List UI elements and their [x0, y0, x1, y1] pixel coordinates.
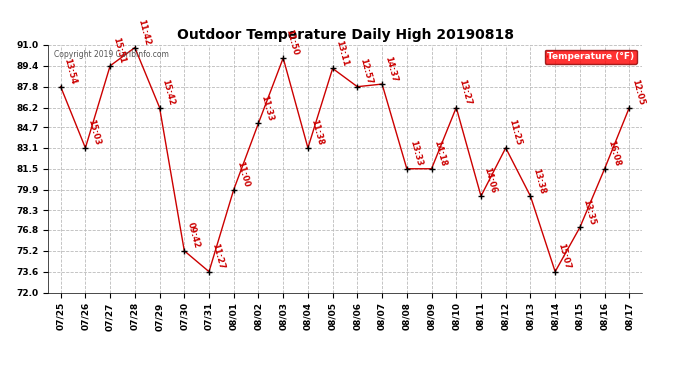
- Text: 09:42: 09:42: [186, 222, 201, 249]
- Text: 13:33: 13:33: [408, 140, 424, 168]
- Text: 16:08: 16:08: [606, 140, 621, 168]
- Text: 11:38: 11:38: [309, 118, 324, 147]
- Text: 13:11: 13:11: [334, 39, 349, 67]
- Text: 12:57: 12:57: [358, 57, 374, 86]
- Text: 13:35: 13:35: [581, 198, 596, 226]
- Text: Copyright 2019 Caribinfo.com: Copyright 2019 Caribinfo.com: [55, 50, 169, 59]
- Text: 11:42: 11:42: [136, 18, 152, 46]
- Text: 11:27: 11:27: [210, 242, 226, 270]
- Text: 13:54: 13:54: [61, 57, 77, 86]
- Text: 15:51: 15:51: [111, 36, 127, 64]
- Text: 15:03: 15:03: [86, 118, 102, 147]
- Text: 11:33: 11:33: [259, 94, 275, 122]
- Legend: Temperature (°F): Temperature (°F): [544, 50, 637, 64]
- Text: 13:38: 13:38: [531, 167, 547, 195]
- Text: 12:05: 12:05: [631, 78, 646, 106]
- Title: Outdoor Temperature Daily High 20190818: Outdoor Temperature Daily High 20190818: [177, 28, 513, 42]
- Text: 11:00: 11:00: [235, 160, 250, 188]
- Text: 14:18: 14:18: [433, 139, 448, 168]
- Text: 11:50: 11:50: [284, 28, 299, 57]
- Text: 11:25: 11:25: [506, 118, 522, 147]
- Text: 14:06: 14:06: [482, 166, 497, 195]
- Text: 15:42: 15:42: [161, 78, 176, 106]
- Text: 14:37: 14:37: [383, 55, 399, 83]
- Text: 13:27: 13:27: [457, 78, 473, 106]
- Text: 15:07: 15:07: [556, 242, 572, 270]
